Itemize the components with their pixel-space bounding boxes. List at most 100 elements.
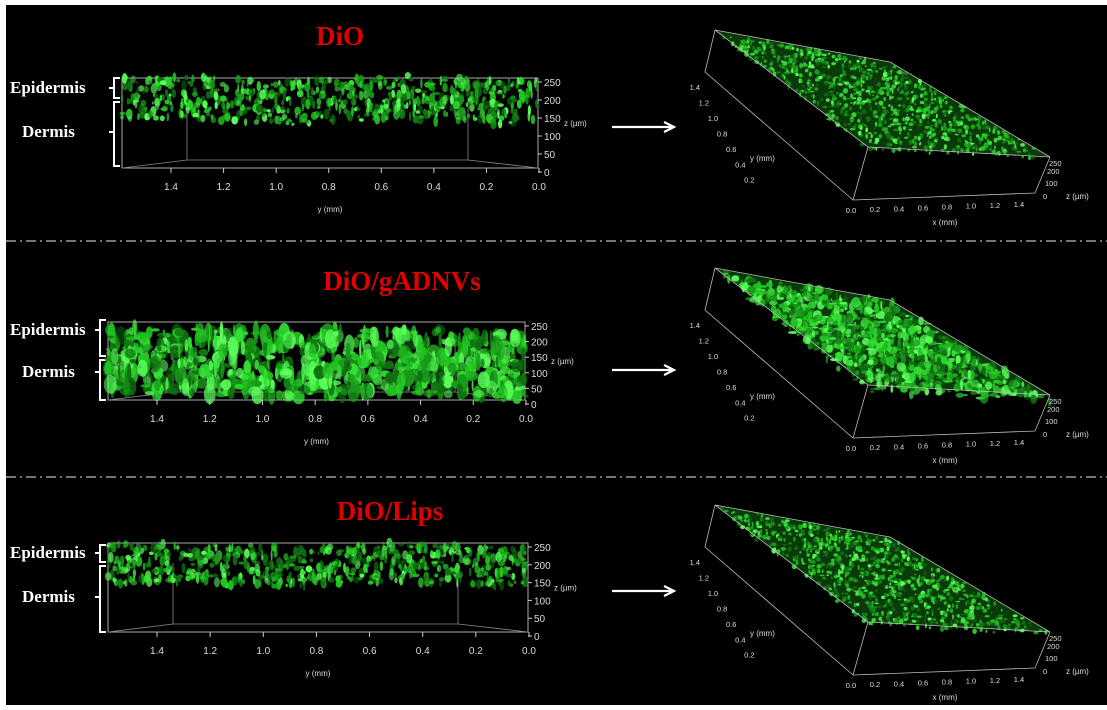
fluorescence-signal bbox=[208, 106, 212, 112]
fluorescence-signal bbox=[904, 561, 910, 567]
fluorescence-signal bbox=[443, 390, 453, 399]
fluorescence-signal bbox=[421, 90, 428, 94]
arrow-icon bbox=[612, 121, 677, 133]
x-tick-label: 1.0 bbox=[966, 440, 976, 449]
fluorescence-signal bbox=[196, 322, 205, 337]
fluorescence-signal bbox=[356, 544, 362, 549]
fluorescence-signal bbox=[772, 521, 775, 527]
fluorescence-signal bbox=[271, 560, 274, 572]
fluorescence-signal bbox=[250, 551, 257, 563]
fluorescence-signal bbox=[482, 115, 486, 124]
fluorescence-signal bbox=[849, 545, 854, 548]
fluorescence-signal bbox=[754, 56, 759, 60]
fluorescence-signal bbox=[828, 110, 831, 115]
fluorescence-signal bbox=[415, 88, 422, 93]
layer-bracket bbox=[95, 359, 106, 401]
fluorescence-signal bbox=[868, 567, 872, 571]
fluorescence-signal bbox=[502, 94, 505, 99]
fluorescence-signal bbox=[761, 285, 767, 288]
fluorescence-signal bbox=[351, 97, 354, 103]
fluorescence-signal bbox=[841, 106, 846, 110]
fluorescence-signal bbox=[981, 120, 985, 126]
fluorescence-signal bbox=[861, 108, 867, 115]
fluorescence-signal bbox=[372, 77, 379, 83]
fluorescence-signal bbox=[942, 337, 946, 345]
fluorescence-signal bbox=[934, 122, 938, 128]
fluorescence-signal bbox=[870, 133, 873, 139]
fluorescence-signal bbox=[780, 302, 788, 310]
fluorescence-signal bbox=[899, 83, 902, 89]
fluorescence-signal bbox=[785, 553, 789, 558]
fluorescence-signal bbox=[445, 111, 448, 118]
fluorescence-signal bbox=[811, 569, 815, 573]
fluorescence-signal bbox=[991, 150, 996, 155]
fluorescence-signal bbox=[447, 362, 457, 373]
dermis-label: Dermis bbox=[22, 362, 75, 381]
fluorescence-signal bbox=[243, 560, 250, 570]
fluorescence-signal bbox=[845, 583, 849, 588]
fluorescence-signal bbox=[957, 120, 961, 127]
fluorescence-signal bbox=[916, 619, 920, 623]
fluorescence-signal bbox=[972, 150, 975, 153]
fluorescence-signal bbox=[823, 92, 830, 97]
fluorescence-signal bbox=[396, 76, 401, 80]
fluorescence-signal bbox=[923, 145, 927, 149]
fluorescence-signal bbox=[769, 44, 774, 49]
fluorescence-signal bbox=[817, 57, 821, 60]
fluorescence-signal bbox=[126, 336, 139, 341]
fluorescence-signal bbox=[914, 102, 916, 106]
fluorescence-signal bbox=[376, 550, 382, 556]
fluorescence-signal bbox=[173, 541, 176, 550]
fluorescence-signal bbox=[924, 614, 927, 620]
fluorescence-signal bbox=[740, 519, 744, 522]
fluorescence-signal bbox=[931, 608, 934, 613]
fluorescence-signal bbox=[235, 74, 242, 84]
fluorescence-signal bbox=[949, 123, 953, 127]
fluorescence-signal bbox=[357, 114, 361, 120]
fluorescence-signal bbox=[902, 117, 905, 122]
fluorescence-signal bbox=[973, 144, 979, 148]
fluorescence-signal bbox=[511, 572, 516, 581]
fluorescence-signal bbox=[821, 342, 829, 347]
fluorescence-signal bbox=[177, 358, 181, 369]
fluorescence-signal bbox=[348, 79, 355, 87]
fluorescence-signal bbox=[515, 82, 519, 89]
fluorescence-signal bbox=[933, 140, 938, 143]
fluorescence-signal bbox=[494, 101, 498, 111]
fluorescence-signal bbox=[358, 90, 363, 101]
fluorescence-signal bbox=[300, 570, 306, 575]
fluorescence-signal bbox=[909, 372, 916, 383]
fluorescence-signal bbox=[933, 92, 937, 96]
fluorescence-signal bbox=[266, 330, 273, 340]
fluorescence-signal bbox=[860, 62, 864, 65]
fluorescence-signal bbox=[839, 301, 848, 305]
fluorescence-signal bbox=[929, 145, 932, 149]
fluorescence-signal bbox=[1031, 155, 1036, 160]
fluorescence-signal bbox=[385, 372, 395, 384]
fluorescence-signal bbox=[868, 138, 872, 144]
fluorescence-signal bbox=[889, 615, 892, 617]
y-tick-label: 0.2 bbox=[744, 414, 754, 423]
fluorescence-signal bbox=[749, 39, 753, 46]
fluorescence-signal bbox=[183, 552, 189, 557]
z-tick-label: 200 bbox=[531, 338, 548, 349]
fluorescence-signal bbox=[496, 340, 505, 361]
fluorescence-signal bbox=[463, 115, 467, 124]
fluorescence-signal bbox=[812, 326, 819, 329]
fluorescence-signal bbox=[513, 377, 524, 387]
fluorescence-signal bbox=[881, 76, 886, 81]
x-tick-label: 0.6 bbox=[918, 203, 928, 212]
fluorescence-signal bbox=[758, 56, 762, 58]
fluorescence-signal bbox=[430, 549, 434, 557]
fluorescence-signal bbox=[369, 91, 375, 99]
fluorescence-signal bbox=[963, 609, 969, 614]
fluorescence-signal bbox=[474, 86, 479, 97]
fluorescence-signal bbox=[859, 143, 865, 147]
fluorescence-signal bbox=[384, 116, 389, 121]
fluorescence-signal bbox=[116, 381, 124, 387]
fluorescence-signal bbox=[289, 79, 293, 85]
fluorescence-signal bbox=[895, 109, 901, 112]
fluorescence-signal bbox=[466, 113, 471, 119]
layer-bracket bbox=[109, 77, 120, 99]
fluorescence-signal bbox=[208, 79, 215, 90]
